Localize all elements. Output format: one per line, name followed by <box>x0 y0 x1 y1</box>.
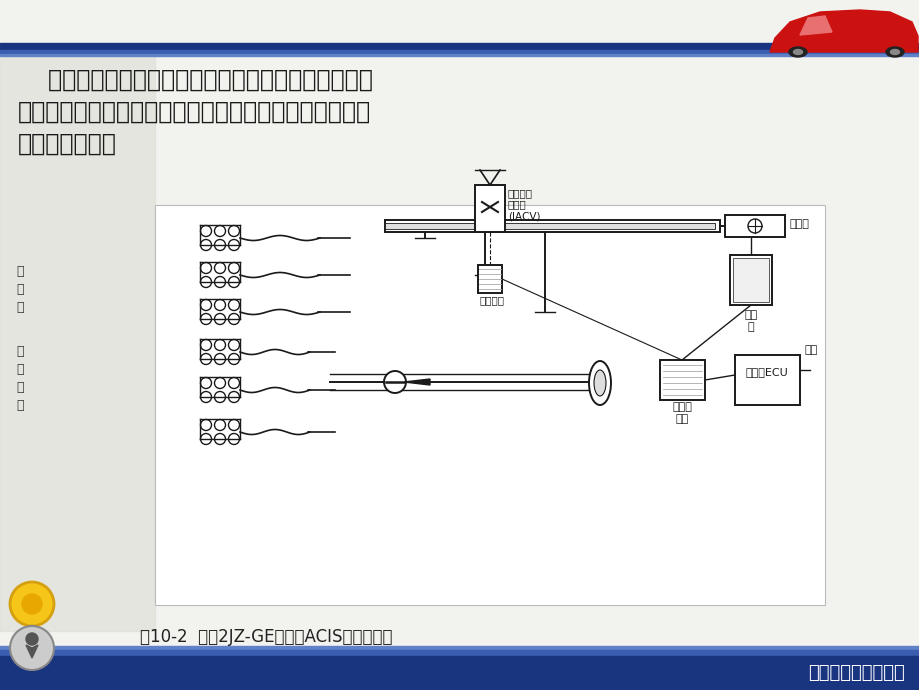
Circle shape <box>214 262 225 273</box>
Polygon shape <box>800 16 831 35</box>
Circle shape <box>228 226 239 237</box>
Circle shape <box>228 299 239 310</box>
Ellipse shape <box>594 370 606 396</box>
Bar <box>0 56 154 631</box>
Circle shape <box>200 420 211 431</box>
Circle shape <box>200 239 211 250</box>
Text: 扭矩增大；进气管长度短时，压力波波长短，可使高速转: 扭矩增大；进气管长度短时，压力波波长短，可使高速转 <box>18 100 370 124</box>
Text: 控: 控 <box>17 381 24 394</box>
Text: 进气管长度长时，压力波波长长，可使中低速转速区: 进气管长度长时，压力波波长长，可使中低速转速区 <box>18 68 372 92</box>
Text: 发动机ECU: 发动机ECU <box>744 367 788 377</box>
Circle shape <box>200 277 211 288</box>
Bar <box>478 265 502 293</box>
Text: 刻: 刻 <box>17 399 24 412</box>
Circle shape <box>200 226 211 237</box>
Circle shape <box>10 582 54 626</box>
Bar <box>724 215 784 237</box>
Ellipse shape <box>792 50 801 55</box>
Text: 进气谐波
增压阀
(IACV): 进气谐波 增压阀 (IACV) <box>507 188 540 221</box>
Bar <box>0 650 919 656</box>
Circle shape <box>228 262 239 273</box>
Circle shape <box>214 391 225 402</box>
Bar <box>384 223 714 229</box>
Bar <box>0 54 919 56</box>
Ellipse shape <box>747 219 761 233</box>
Ellipse shape <box>588 361 610 405</box>
Text: 模: 模 <box>17 265 24 278</box>
Circle shape <box>214 239 225 250</box>
Circle shape <box>200 313 211 324</box>
Text: 汽车发动机电控技术: 汽车发动机电控技术 <box>808 664 904 682</box>
Circle shape <box>214 377 225 388</box>
Text: 节气门: 节气门 <box>789 219 809 229</box>
Text: 电磁真
空阀: 电磁真 空阀 <box>672 402 691 424</box>
Circle shape <box>200 353 211 364</box>
Bar <box>154 205 824 605</box>
Bar <box>659 360 704 400</box>
Text: 十: 十 <box>17 301 24 314</box>
Circle shape <box>383 371 405 393</box>
Circle shape <box>228 339 239 351</box>
Circle shape <box>228 353 239 364</box>
Text: 进: 进 <box>17 345 24 358</box>
Circle shape <box>228 420 239 431</box>
Text: 真空马达: 真空马达 <box>480 295 505 305</box>
Bar <box>734 355 800 405</box>
Polygon shape <box>769 10 917 52</box>
Circle shape <box>10 626 54 670</box>
Circle shape <box>200 262 211 273</box>
Circle shape <box>200 433 211 444</box>
Bar <box>729 255 771 305</box>
Bar <box>474 185 505 232</box>
Circle shape <box>214 339 225 351</box>
Ellipse shape <box>789 47 806 57</box>
Bar <box>384 220 720 232</box>
Circle shape <box>228 313 239 324</box>
Circle shape <box>214 433 225 444</box>
Text: 真空
罐: 真空 罐 <box>743 310 757 332</box>
Circle shape <box>200 339 211 351</box>
Polygon shape <box>26 645 38 658</box>
Text: 气: 气 <box>17 363 24 376</box>
Circle shape <box>22 594 42 614</box>
Circle shape <box>200 391 211 402</box>
Text: 图10-2  丰田2JZ-GE发动机ACIS系统原理图: 图10-2 丰田2JZ-GE发动机ACIS系统原理图 <box>140 628 392 646</box>
Circle shape <box>214 313 225 324</box>
Bar <box>0 43 919 50</box>
Circle shape <box>26 633 38 645</box>
Text: 速区功率增大。: 速区功率增大。 <box>18 132 117 156</box>
Circle shape <box>214 299 225 310</box>
Ellipse shape <box>890 50 899 55</box>
Text: 块: 块 <box>17 283 24 296</box>
Circle shape <box>214 226 225 237</box>
Circle shape <box>228 377 239 388</box>
Text: 信号: 信号 <box>804 345 817 355</box>
Circle shape <box>228 433 239 444</box>
Circle shape <box>228 391 239 402</box>
Circle shape <box>214 353 225 364</box>
Bar <box>0 50 919 54</box>
Circle shape <box>200 299 211 310</box>
Circle shape <box>228 239 239 250</box>
Circle shape <box>228 277 239 288</box>
Polygon shape <box>403 379 429 385</box>
Ellipse shape <box>885 47 903 57</box>
Bar <box>0 646 919 650</box>
Circle shape <box>214 420 225 431</box>
Circle shape <box>214 277 225 288</box>
Circle shape <box>200 377 211 388</box>
Bar <box>0 656 919 690</box>
Bar <box>732 258 768 302</box>
